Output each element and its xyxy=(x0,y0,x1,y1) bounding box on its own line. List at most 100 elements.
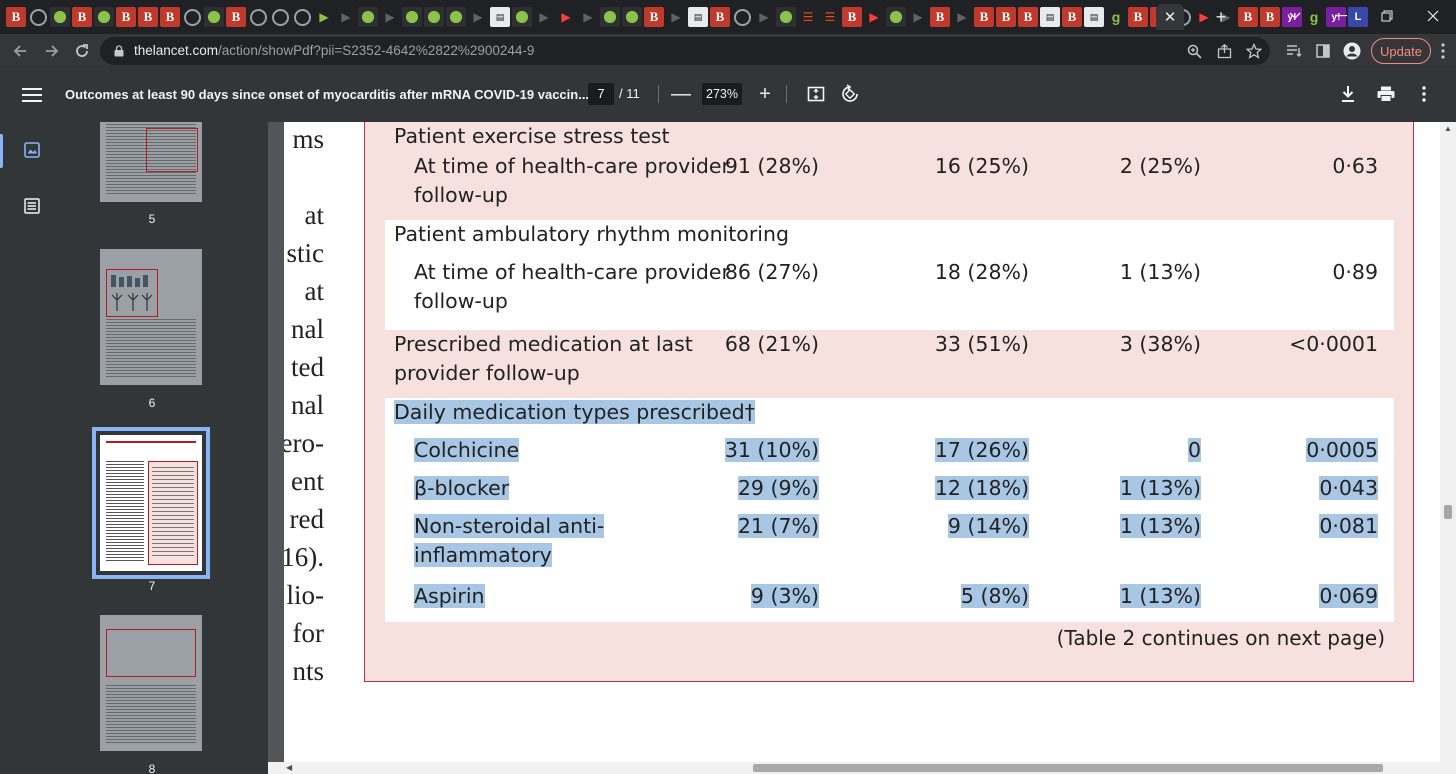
tab-favicon-icon[interactable] xyxy=(292,7,312,27)
tab-favicon-icon[interactable] xyxy=(248,7,268,27)
thumbnails-icon[interactable] xyxy=(22,140,42,160)
tab-favicon-icon[interactable]: y! xyxy=(1282,7,1302,27)
reload-icon[interactable] xyxy=(70,39,94,63)
tab-favicon-icon[interactable]: ▶ xyxy=(341,10,351,24)
forward-icon[interactable] xyxy=(40,39,64,63)
tab-favicon-icon[interactable] xyxy=(28,7,48,27)
tab-favicon-icon[interactable]: ▶ xyxy=(913,10,923,24)
tab-favicon-icon[interactable]: B xyxy=(1018,7,1038,27)
vertical-scroll-thumb[interactable] xyxy=(1444,505,1452,519)
tab-favicon-icon[interactable]: ☰ xyxy=(802,10,814,24)
tab-favicon-icon[interactable]: B xyxy=(974,7,994,27)
tab-favicon-icon[interactable]: ▶ xyxy=(319,10,329,24)
tab-favicon-icon[interactable]: ▶ xyxy=(583,10,593,24)
tab-favicon-icon[interactable]: ▶ xyxy=(561,10,571,24)
tab-favicon-icon[interactable]: B xyxy=(996,7,1016,27)
browser-menu-icon[interactable] xyxy=(1434,39,1452,63)
tab-favicon-icon[interactable]: ▤ xyxy=(490,7,510,27)
tab-favicon-icon[interactable] xyxy=(446,7,466,27)
tab-favicon-icon[interactable] xyxy=(600,7,620,27)
tab-favicon-icon[interactable]: B xyxy=(72,7,92,27)
tab-favicon-icon[interactable] xyxy=(402,7,422,27)
tab-favicon-icon[interactable]: ▶ xyxy=(671,10,681,24)
tab-favicon-icon[interactable] xyxy=(886,7,906,27)
horizontal-scrollbar[interactable]: ◀ xyxy=(268,762,1456,774)
minimize-icon[interactable] xyxy=(1318,0,1364,32)
tab-favicon-icon[interactable]: B xyxy=(226,7,246,27)
rotate-icon[interactable] xyxy=(838,82,862,106)
tab-favicon-icon[interactable] xyxy=(94,7,114,27)
tab-favicon-icon[interactable]: ▶ xyxy=(957,10,967,24)
tab-favicon-icon[interactable]: ▶ xyxy=(869,10,879,24)
reading-list-icon[interactable] xyxy=(1282,39,1306,63)
thumbnail-page-5[interactable] xyxy=(100,122,202,202)
tab-favicon-icon[interactable]: B xyxy=(160,7,180,27)
sidebar-menu-icon[interactable] xyxy=(22,84,42,106)
zoom-magnifier-icon[interactable] xyxy=(1184,41,1204,61)
tab-favicon-icon[interactable]: B xyxy=(930,7,950,27)
tab-favicon-icon[interactable]: B xyxy=(842,7,862,27)
url-text[interactable]: thelancet.com/action/showPdf?pii=S2352-4… xyxy=(134,43,534,58)
tab-favicon-icon[interactable]: B xyxy=(1128,7,1148,27)
tab-favicon-icon[interactable]: B xyxy=(1260,7,1280,27)
tab-favicon-icon[interactable]: ▤ xyxy=(1084,7,1104,27)
restore-icon[interactable] xyxy=(1364,0,1410,32)
scroll-left-arrow-icon[interactable]: ◀ xyxy=(286,763,293,772)
lock-icon[interactable] xyxy=(114,45,124,57)
address-bar[interactable]: thelancet.com/action/showPdf?pii=S2352-4… xyxy=(100,37,1270,65)
tab-favicon-icon[interactable] xyxy=(424,7,444,27)
tab-favicon-icon[interactable]: ☰ xyxy=(824,10,836,24)
page-number-input[interactable]: 7 xyxy=(588,83,614,105)
back-icon[interactable] xyxy=(8,39,32,63)
zoom-input[interactable]: 273% xyxy=(702,83,742,105)
tab-favicon-icon[interactable]: y! xyxy=(1326,7,1346,27)
tab-favicon-icon[interactable]: B xyxy=(1062,7,1082,27)
bookmark-star-icon[interactable] xyxy=(1244,41,1264,61)
tab-favicon-icon[interactable] xyxy=(182,7,202,27)
tab-favicon-icon[interactable]: ▶ xyxy=(759,10,769,24)
tab-favicon-icon[interactable]: B xyxy=(138,7,158,27)
download-icon[interactable] xyxy=(1336,82,1360,106)
tab-favicon-icon[interactable] xyxy=(512,7,532,27)
tab-favicon-icon[interactable]: B xyxy=(6,7,26,27)
tab-favicon-icon[interactable]: ▤ xyxy=(1040,7,1060,27)
print-icon[interactable] xyxy=(1374,82,1398,106)
zoom-out-button[interactable]: — xyxy=(671,82,691,105)
tab-favicon-icon[interactable]: B xyxy=(710,7,730,27)
update-button[interactable]: Update xyxy=(1371,38,1431,64)
tab-favicon-icon[interactable] xyxy=(270,7,290,27)
tab-favicon-icon[interactable]: ▶ xyxy=(473,10,483,24)
tab-favicon-icon[interactable]: B xyxy=(1238,7,1258,27)
outline-icon[interactable] xyxy=(22,196,42,216)
tab-favicon-icon[interactable] xyxy=(204,7,224,27)
tab-favicon-icon[interactable]: L xyxy=(1348,7,1368,27)
tab-search-icon[interactable] xyxy=(1272,0,1318,32)
tab-favicon-icon[interactable]: ▶ xyxy=(539,10,549,24)
tab-favicon-icon[interactable]: B xyxy=(644,7,664,27)
close-window-icon[interactable] xyxy=(1410,0,1456,32)
thumbnail-page-7[interactable] xyxy=(92,427,210,579)
share-icon[interactable] xyxy=(1214,41,1234,61)
tab-favicon-icon[interactable]: ▤ xyxy=(688,7,708,27)
tab-favicon-icon[interactable]: B xyxy=(116,7,136,27)
vertical-scrollbar[interactable]: ▲ xyxy=(1440,122,1456,762)
tab-favicon-icon[interactable] xyxy=(50,7,70,27)
profile-avatar-icon[interactable] xyxy=(1340,39,1364,63)
scroll-up-arrow-icon[interactable]: ▲ xyxy=(1444,124,1452,133)
tab-favicon-icon[interactable]: ▶ xyxy=(385,10,395,24)
tab-favicon-icon[interactable]: g xyxy=(1111,9,1121,25)
side-panel-icon[interactable] xyxy=(1311,39,1335,63)
close-tab-icon[interactable]: ✕ xyxy=(1156,4,1184,30)
zoom-in-button[interactable]: + xyxy=(759,82,771,105)
more-options-icon[interactable] xyxy=(1412,82,1436,106)
new-tab-button[interactable]: + xyxy=(1215,6,1227,27)
tab-favicon-icon[interactable]: ▶ xyxy=(1221,10,1231,24)
tab-favicon-icon[interactable] xyxy=(622,7,642,27)
tab-favicon-icon[interactable] xyxy=(732,7,752,27)
tab-favicon-icon[interactable] xyxy=(358,7,378,27)
tab-favicon-icon[interactable]: g xyxy=(1309,9,1319,25)
thumbnail-page-6[interactable] xyxy=(100,249,202,385)
horizontal-scroll-thumb[interactable] xyxy=(753,764,1383,772)
fit-to-page-icon[interactable] xyxy=(804,82,828,106)
thumbnail-page-8[interactable] xyxy=(100,615,202,751)
